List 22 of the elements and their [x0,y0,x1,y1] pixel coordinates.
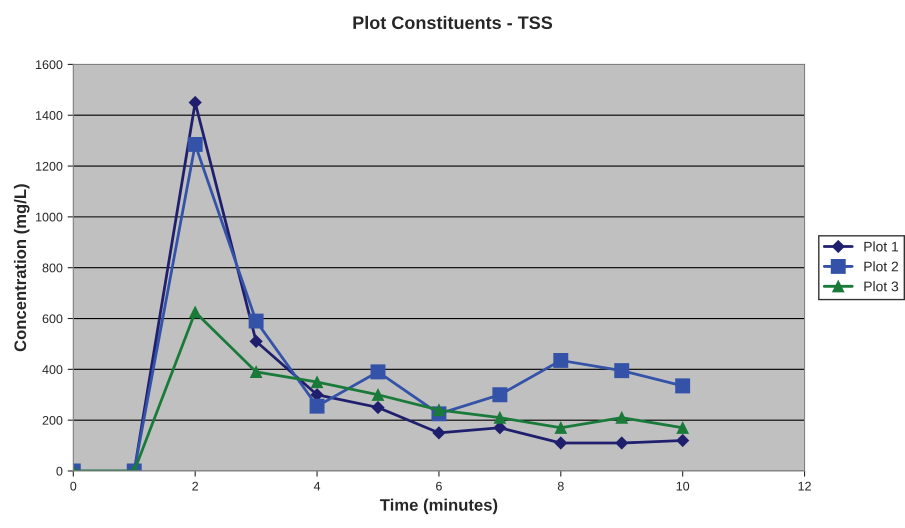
y-axis-title: Concentration (mg/L) [14,184,30,352]
x-tick-label: 2 [192,482,198,490]
y-tick-label: 1200 [36,162,62,171]
y-tick-label: 400 [42,365,62,374]
x-tick-label: 12 [798,482,811,490]
chart-title: Plot Constituents - TSS [353,16,552,30]
y-tick-label: 0 [56,466,62,476]
y-tick-label: 800 [42,263,62,272]
x-tick-label: 6 [436,482,442,491]
x-axis-title: Time (minutes) [380,498,498,514]
x-tick-label: 4 [314,482,320,490]
y-tick-label: 1400 [36,111,62,120]
legend-label: Plot 1 [864,241,898,252]
x-tick-label: 10 [676,482,690,491]
x-tick-label: 0 [70,482,76,491]
y-tick-label: 600 [42,314,62,324]
x-tick-label: 8 [558,482,564,491]
y-tick-label: 1000 [36,212,62,222]
y-tick-label: 200 [42,416,62,425]
legend-label: Plot 3 [864,281,898,292]
legend-label: Plot 2 [864,261,898,272]
y-tick-label: 1600 [36,60,62,70]
